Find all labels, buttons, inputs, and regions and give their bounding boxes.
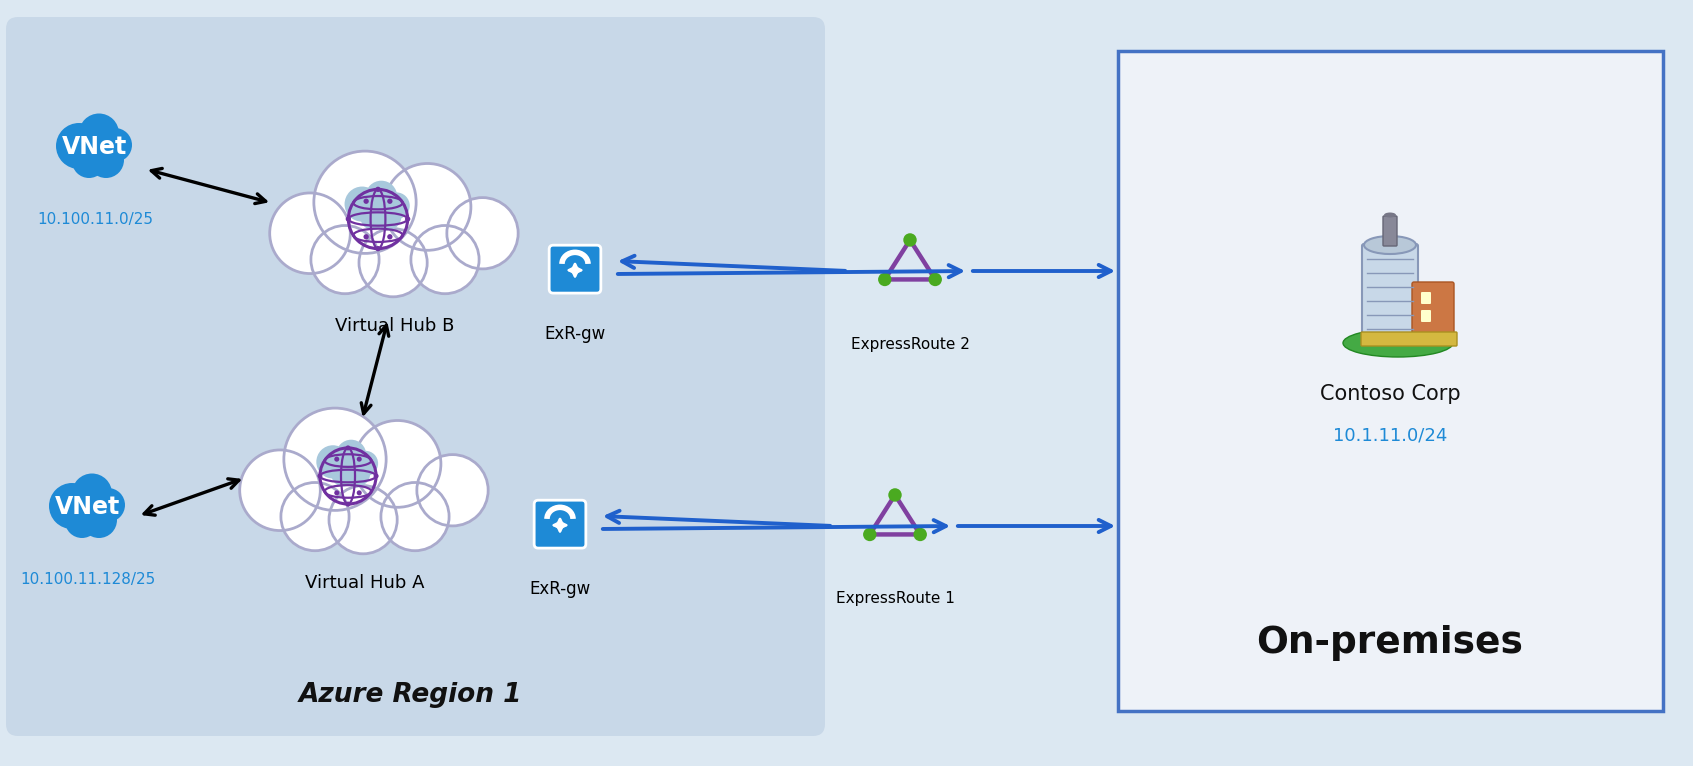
Circle shape bbox=[337, 440, 366, 470]
Circle shape bbox=[357, 490, 362, 496]
Circle shape bbox=[345, 216, 350, 221]
Circle shape bbox=[889, 488, 902, 502]
Circle shape bbox=[317, 473, 322, 479]
Circle shape bbox=[64, 504, 98, 538]
Text: ExpressRoute 1: ExpressRoute 1 bbox=[836, 591, 955, 607]
Circle shape bbox=[411, 225, 479, 293]
Circle shape bbox=[269, 193, 350, 273]
Circle shape bbox=[374, 203, 401, 230]
Circle shape bbox=[904, 233, 916, 247]
Circle shape bbox=[281, 483, 349, 551]
Text: VNet: VNet bbox=[63, 135, 127, 159]
Circle shape bbox=[376, 187, 381, 192]
Ellipse shape bbox=[1343, 329, 1453, 357]
Circle shape bbox=[366, 181, 398, 212]
Circle shape bbox=[352, 451, 378, 476]
Circle shape bbox=[374, 473, 379, 479]
Circle shape bbox=[88, 142, 124, 178]
Circle shape bbox=[332, 463, 356, 486]
Text: ExR-gw: ExR-gw bbox=[530, 580, 591, 598]
FancyBboxPatch shape bbox=[1420, 310, 1431, 322]
Circle shape bbox=[345, 187, 379, 221]
Text: Contoso Corp: Contoso Corp bbox=[1319, 384, 1461, 404]
FancyBboxPatch shape bbox=[1420, 292, 1431, 304]
Text: VNet: VNet bbox=[56, 495, 120, 519]
Circle shape bbox=[312, 225, 379, 293]
Circle shape bbox=[80, 113, 119, 153]
Circle shape bbox=[56, 123, 102, 169]
Circle shape bbox=[73, 144, 107, 178]
FancyBboxPatch shape bbox=[7, 17, 824, 736]
Circle shape bbox=[49, 483, 95, 529]
Text: ExR-gw: ExR-gw bbox=[545, 325, 606, 343]
Circle shape bbox=[91, 488, 125, 522]
Circle shape bbox=[334, 457, 339, 462]
FancyBboxPatch shape bbox=[535, 500, 586, 548]
Circle shape bbox=[354, 421, 440, 507]
Circle shape bbox=[405, 216, 410, 221]
Circle shape bbox=[317, 445, 349, 479]
FancyBboxPatch shape bbox=[1383, 216, 1397, 246]
Circle shape bbox=[81, 502, 117, 538]
FancyBboxPatch shape bbox=[1361, 332, 1458, 346]
Text: 10.1.11.0/24: 10.1.11.0/24 bbox=[1332, 426, 1448, 444]
Circle shape bbox=[879, 273, 892, 286]
FancyBboxPatch shape bbox=[1412, 282, 1454, 338]
Text: 10.100.11.0/25: 10.100.11.0/25 bbox=[37, 211, 152, 227]
Circle shape bbox=[383, 192, 410, 219]
Circle shape bbox=[384, 163, 471, 250]
Circle shape bbox=[388, 198, 393, 204]
Ellipse shape bbox=[1365, 236, 1415, 254]
Text: On-premises: On-premises bbox=[1256, 625, 1524, 661]
FancyBboxPatch shape bbox=[549, 245, 601, 293]
Circle shape bbox=[345, 445, 350, 450]
Text: ExpressRoute 2: ExpressRoute 2 bbox=[850, 336, 970, 352]
FancyBboxPatch shape bbox=[1361, 244, 1419, 338]
Circle shape bbox=[313, 151, 416, 254]
Circle shape bbox=[364, 198, 369, 204]
Ellipse shape bbox=[1383, 212, 1397, 218]
Circle shape bbox=[359, 228, 427, 296]
FancyBboxPatch shape bbox=[1117, 51, 1663, 711]
Circle shape bbox=[381, 483, 449, 551]
Circle shape bbox=[364, 234, 369, 240]
Circle shape bbox=[328, 486, 398, 554]
Circle shape bbox=[345, 502, 350, 506]
Text: Azure Region 1: Azure Region 1 bbox=[298, 682, 521, 708]
Text: 10.100.11.128/25: 10.100.11.128/25 bbox=[20, 571, 156, 587]
Circle shape bbox=[334, 490, 339, 496]
Circle shape bbox=[361, 205, 386, 230]
Circle shape bbox=[914, 528, 928, 541]
Circle shape bbox=[73, 473, 112, 513]
Text: Virtual Hub A: Virtual Hub A bbox=[305, 574, 425, 592]
Circle shape bbox=[928, 273, 941, 286]
Circle shape bbox=[284, 408, 386, 510]
Circle shape bbox=[357, 457, 362, 462]
Circle shape bbox=[376, 246, 381, 251]
Text: Virtual Hub B: Virtual Hub B bbox=[335, 317, 455, 335]
Circle shape bbox=[447, 198, 518, 269]
Circle shape bbox=[345, 461, 371, 486]
Circle shape bbox=[240, 450, 320, 531]
Circle shape bbox=[416, 454, 488, 526]
Circle shape bbox=[863, 528, 877, 541]
Circle shape bbox=[388, 234, 393, 240]
Circle shape bbox=[98, 128, 132, 162]
